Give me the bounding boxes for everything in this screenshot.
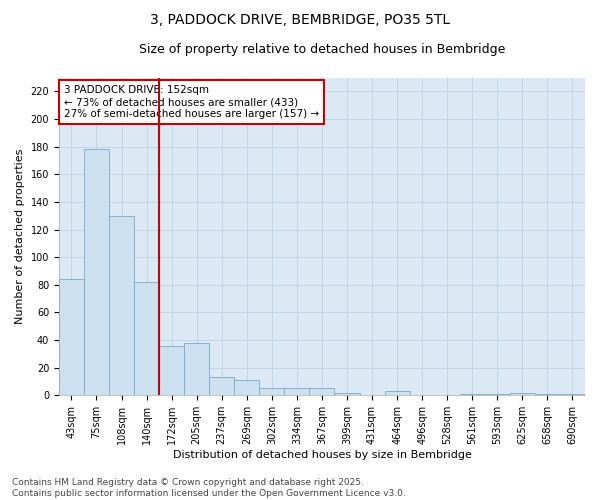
Bar xyxy=(109,216,134,396)
Text: 3 PADDOCK DRIVE: 152sqm
← 73% of detached houses are smaller (433)
27% of semi-d: 3 PADDOCK DRIVE: 152sqm ← 73% of detache… xyxy=(64,86,319,118)
Bar xyxy=(159,346,184,396)
Bar xyxy=(284,388,310,396)
Bar xyxy=(310,388,334,396)
Bar xyxy=(460,394,485,396)
Bar xyxy=(134,282,159,396)
Bar xyxy=(485,394,510,396)
Bar xyxy=(535,394,560,396)
X-axis label: Distribution of detached houses by size in Bembridge: Distribution of detached houses by size … xyxy=(173,450,472,460)
Bar xyxy=(560,394,585,396)
Bar xyxy=(510,392,535,396)
Bar xyxy=(84,150,109,396)
Bar xyxy=(184,343,209,396)
Bar xyxy=(209,378,234,396)
Bar xyxy=(259,388,284,396)
Bar xyxy=(334,392,359,396)
Text: 3, PADDOCK DRIVE, BEMBRIDGE, PO35 5TL: 3, PADDOCK DRIVE, BEMBRIDGE, PO35 5TL xyxy=(150,12,450,26)
Y-axis label: Number of detached properties: Number of detached properties xyxy=(15,148,25,324)
Text: Contains HM Land Registry data © Crown copyright and database right 2025.
Contai: Contains HM Land Registry data © Crown c… xyxy=(12,478,406,498)
Title: Size of property relative to detached houses in Bembridge: Size of property relative to detached ho… xyxy=(139,42,505,56)
Bar xyxy=(385,391,410,396)
Bar xyxy=(234,380,259,396)
Bar xyxy=(59,280,84,396)
